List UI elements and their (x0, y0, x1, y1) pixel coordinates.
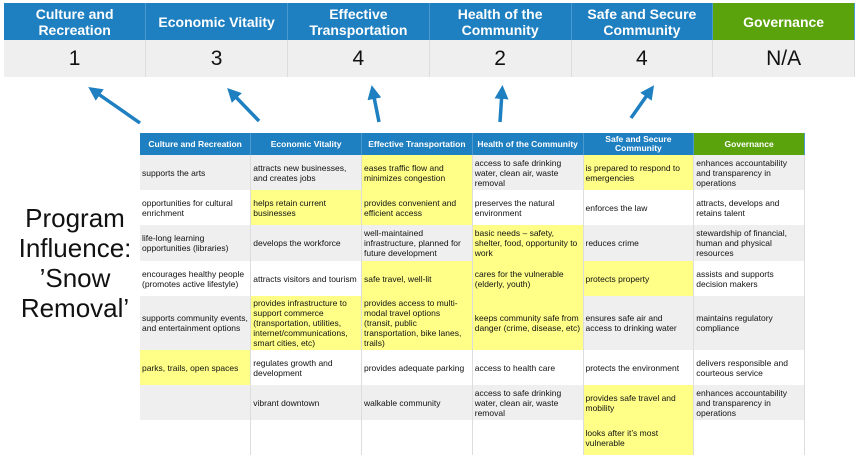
table-cell: preserves the natural environment (472, 190, 584, 225)
table-cell: access to safe drinking water, clean air… (472, 155, 584, 190)
table-cell: provides access to multi-modal travel op… (361, 296, 473, 350)
table-cell (140, 420, 252, 455)
table-cell: ensures safe air and access to drinking … (583, 296, 695, 350)
table-cell: regulates growth and development (250, 350, 362, 385)
arrow-icon (629, 85, 655, 120)
arrows (88, 85, 655, 125)
table-cell: develops the workforce (250, 225, 362, 261)
summary-header: Governance (712, 3, 855, 40)
table-cell (250, 420, 362, 455)
summary-score: N/A (712, 40, 855, 77)
table-row: parks, trails, open spaces regulates grow… (140, 350, 805, 385)
table-cell: provides convenient and efficient access (361, 190, 473, 225)
table-cell: supports the arts (140, 155, 252, 190)
summary-header: Health of the Community (429, 3, 572, 40)
score-summary-table: Culture and Recreation Economic Vitality E… (4, 3, 855, 77)
table-cell: access to safe drinking water, clean air… (472, 385, 584, 420)
table-cell: supports community events, and entertain… (140, 296, 252, 350)
detail-header: Culture and Recreation (140, 133, 252, 155)
table-cell: enforces the law (583, 190, 695, 225)
table-cell: opportunities for cultural enrichment (140, 190, 252, 225)
table-cell: vibrant downtown (250, 385, 362, 420)
table-row: looks after it’s most vulnerable (140, 420, 805, 455)
table-cell: is prepared to respond to emergencies (583, 155, 695, 190)
table-cell: attracts new businesses, and creates job… (250, 155, 362, 190)
detail-header: Health of the Community (472, 133, 584, 155)
table-cell: eases traffic flow and minimizes congest… (361, 155, 473, 190)
table-cell: keeps community safe from danger (crime,… (472, 296, 584, 350)
table-cell: assists and supports decision makers (693, 261, 805, 296)
table-cell: safe travel, well-lit (361, 261, 473, 296)
table-row: encourages healthy people (promotes acti… (140, 261, 805, 296)
table-cell: provides adequate parking (361, 350, 473, 385)
table-cell: looks after it’s most vulnerable (583, 420, 695, 455)
table-cell: encourages healthy people (promotes acti… (140, 261, 252, 296)
table-cell: maintains regulatory compliance (693, 296, 805, 350)
table-cell: helps retain current businesses (250, 190, 362, 225)
arrow-icon (494, 85, 509, 123)
table-row: vibrant downtown walkable community access… (140, 385, 805, 420)
table-cell: attracts visitors and tourism (250, 261, 362, 296)
table-cell: reduces crime (583, 225, 695, 261)
table-row: supports the arts attracts new businesses… (140, 155, 805, 190)
summary-score: 4 (287, 40, 430, 77)
table-cell (140, 385, 252, 420)
summary-score: 4 (571, 40, 714, 77)
table-cell: provides infrastructure to support comme… (250, 296, 362, 350)
detail-header: Economic Vitality (250, 133, 362, 155)
summary-score: 2 (429, 40, 572, 77)
arrow-icon (88, 87, 141, 125)
table-row: supports community events, and entertain… (140, 296, 805, 350)
table-cell: well-maintained infrastructure, planned … (361, 225, 473, 261)
table-cell (693, 420, 805, 455)
table-cell: life-long learning opportunities (librar… (140, 225, 252, 261)
table-cell (472, 420, 584, 455)
arrow-icon (367, 85, 382, 123)
table-row: opportunities for cultural enrichment hel… (140, 190, 805, 225)
table-cell: protects the environment (583, 350, 695, 385)
detail-header: Safe and Secure Community (583, 133, 695, 155)
table-cell: delivers responsible and courteous servi… (693, 350, 805, 385)
influence-detail-table: Culture and Recreation Economic Vitality E… (140, 133, 805, 455)
table-cell: basic needs – safety, shelter, food, opp… (472, 225, 584, 261)
table-cell: walkable community (361, 385, 473, 420)
summary-score: 1 (4, 40, 147, 77)
detail-header: Effective Transportation (361, 133, 473, 155)
table-row: life-long learning opportunities (librar… (140, 225, 805, 261)
table-cell: enhances accountability and transparency… (693, 385, 805, 420)
summary-header: Effective Transportation (287, 3, 430, 40)
table-cell: protects property (583, 261, 695, 296)
table-cell: attracts, develops and retains talent (693, 190, 805, 225)
table-cell: stewardship of financial, human and phys… (693, 225, 805, 261)
table-cell: enhances accountability and transparency… (693, 155, 805, 190)
table-cell: provides safe travel and mobility (583, 385, 695, 420)
summary-score: 3 (145, 40, 288, 77)
detail-header: Governance (693, 133, 805, 155)
summary-header: Safe and Secure Community (571, 3, 714, 40)
summary-header: Culture and Recreation (4, 3, 147, 40)
table-cell: cares for the vulnerable (elderly, youth… (472, 261, 584, 296)
table-cell (361, 420, 473, 455)
arrow-icon (227, 87, 261, 123)
program-title: Program Influence: ’Snow Removal’ (18, 203, 132, 323)
table-cell: access to health care (472, 350, 584, 385)
table-cell: parks, trails, open spaces (140, 350, 252, 385)
summary-header: Economic Vitality (145, 3, 288, 40)
